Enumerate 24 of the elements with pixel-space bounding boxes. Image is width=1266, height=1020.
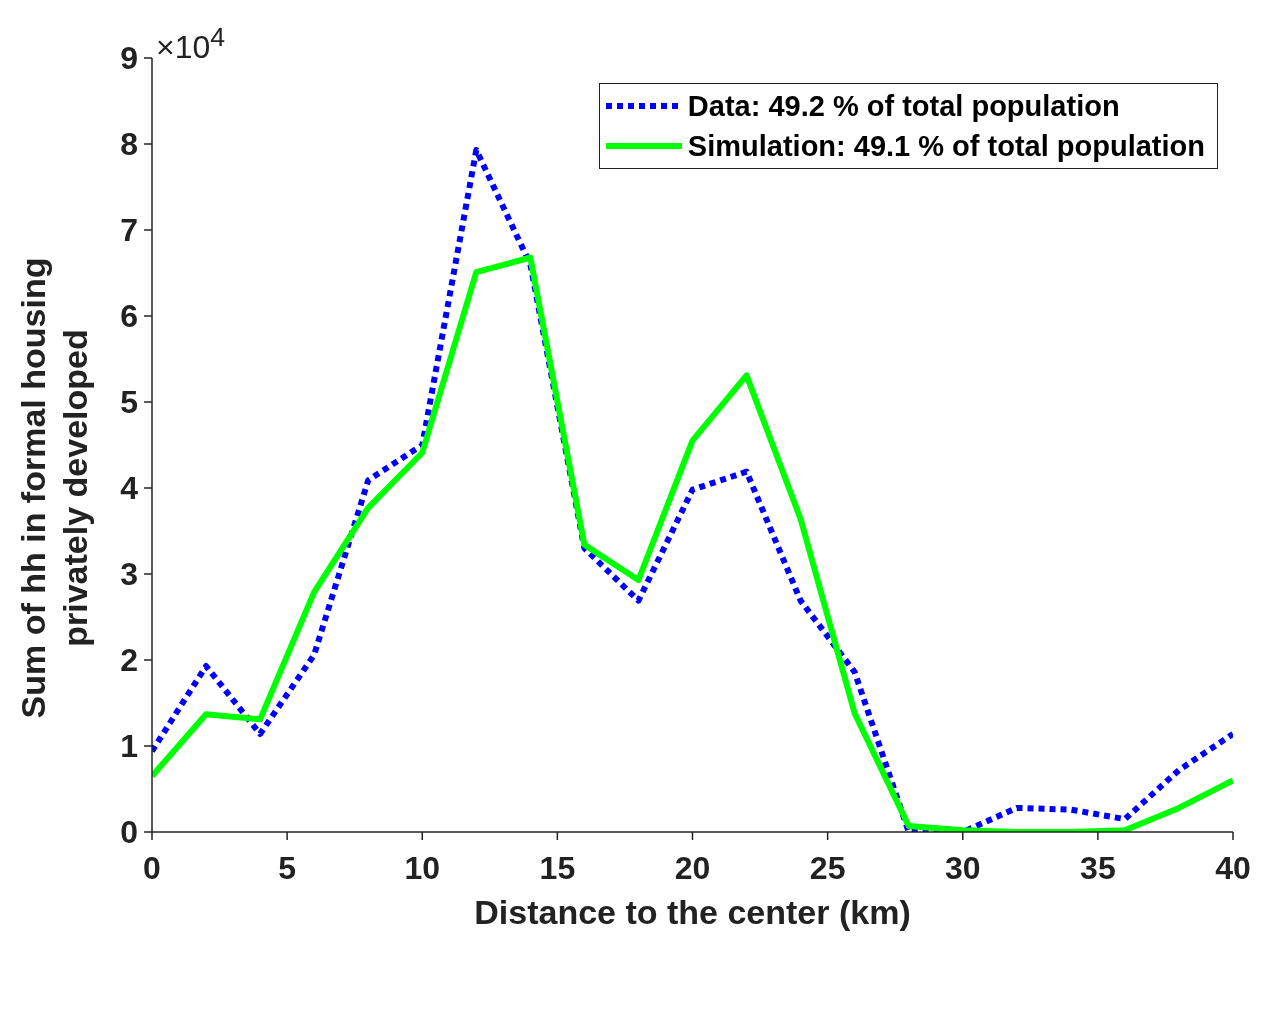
y-tick-label: 3: [120, 556, 138, 593]
annotation: ×10$^{4}$: [156, 22, 226, 66]
x-axis-title: Distance to the center (km): [474, 893, 911, 931]
legend-label: Simulation: 49.1 % of total population: [687, 129, 1205, 163]
x-tick-label: 30: [944, 849, 981, 886]
x-tick-label: 10: [404, 849, 441, 886]
x-tick-label: 25: [809, 849, 846, 886]
y-tick-label: 8: [120, 126, 138, 163]
legend-label: Data: 49.2 % of total population: [687, 89, 1120, 123]
y-tick-label: 7: [120, 212, 138, 249]
y-tick-label: 1: [120, 728, 138, 765]
y-tick-label: 4: [120, 470, 139, 507]
y-tick-label: 9: [120, 40, 138, 77]
y-tick-label: 2: [120, 642, 138, 679]
x-tick-label: 35: [1080, 849, 1116, 886]
y-tick-label: 5: [120, 384, 138, 421]
x-tick-label: 15: [539, 849, 576, 886]
x-tick-label: 0: [143, 849, 161, 886]
y-tick-label: 6: [120, 298, 138, 335]
x-tick-label: 40: [1215, 849, 1251, 886]
y-tick-label: 0: [120, 814, 138, 851]
x-tick-label: 5: [278, 849, 297, 886]
y-axis-title: Sum of hh in formal housing privately developed: [13, 256, 95, 721]
x-tick-label: 20: [674, 849, 711, 886]
